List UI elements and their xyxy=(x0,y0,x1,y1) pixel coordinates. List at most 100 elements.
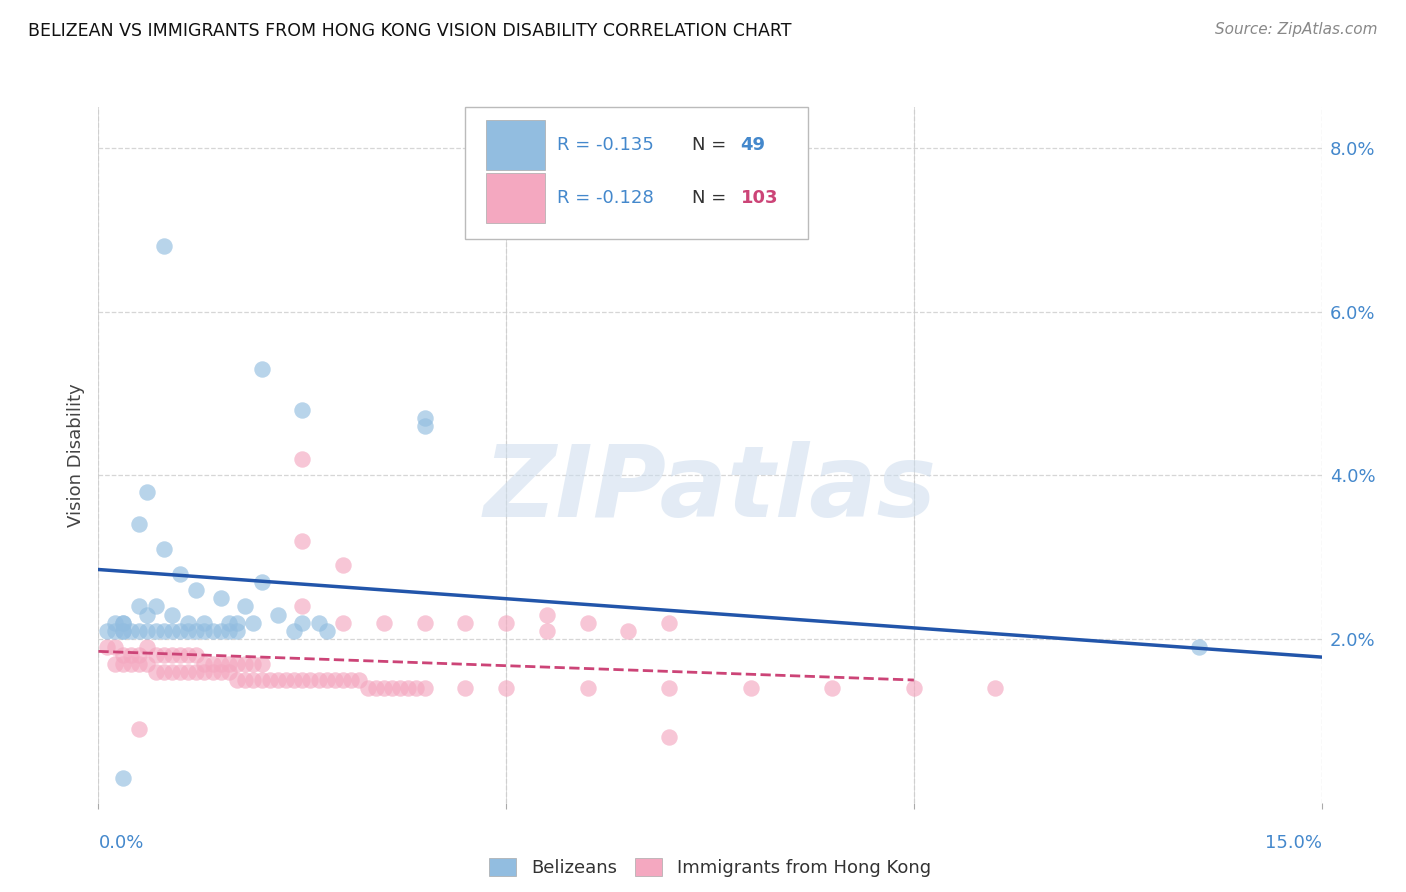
Point xyxy=(128,599,150,614)
Point xyxy=(177,624,200,638)
Point xyxy=(454,681,477,696)
Point xyxy=(128,648,150,663)
Point xyxy=(233,599,256,614)
Point xyxy=(903,681,925,696)
Point xyxy=(308,615,330,630)
Point xyxy=(177,615,200,630)
Point xyxy=(356,681,378,696)
Point xyxy=(413,411,436,425)
Point xyxy=(201,657,224,671)
Point xyxy=(315,624,337,638)
Point xyxy=(209,624,232,638)
Point xyxy=(242,673,264,687)
Point xyxy=(1188,640,1211,655)
Point xyxy=(226,657,249,671)
Text: R = -0.135: R = -0.135 xyxy=(557,136,654,153)
Point xyxy=(226,615,249,630)
Point xyxy=(111,648,134,663)
Point xyxy=(218,665,240,679)
Point xyxy=(201,624,224,638)
Point xyxy=(186,624,208,638)
Point xyxy=(193,657,215,671)
Text: 15.0%: 15.0% xyxy=(1264,834,1322,852)
Point xyxy=(658,731,681,745)
Point xyxy=(226,673,249,687)
Point xyxy=(242,615,264,630)
Point xyxy=(160,648,183,663)
Point xyxy=(193,615,215,630)
Point xyxy=(373,681,395,696)
Point xyxy=(617,624,640,638)
Point xyxy=(177,648,200,663)
Point xyxy=(186,648,208,663)
FancyBboxPatch shape xyxy=(486,120,546,169)
Point xyxy=(984,681,1007,696)
Point xyxy=(152,624,174,638)
Point xyxy=(96,640,118,655)
Point xyxy=(396,681,419,696)
Text: 0.0%: 0.0% xyxy=(98,834,143,852)
Point xyxy=(104,640,127,655)
Point xyxy=(160,607,183,622)
Point xyxy=(340,673,363,687)
FancyBboxPatch shape xyxy=(486,173,546,223)
Text: ZIPatlas: ZIPatlas xyxy=(484,442,936,538)
Point xyxy=(283,673,305,687)
Point xyxy=(315,673,337,687)
Point xyxy=(145,624,167,638)
Point xyxy=(104,624,127,638)
Point xyxy=(128,722,150,736)
Point xyxy=(405,681,427,696)
Point xyxy=(169,665,191,679)
Text: 49: 49 xyxy=(741,136,766,153)
Point xyxy=(111,624,134,638)
Point xyxy=(186,582,208,597)
Point xyxy=(145,648,167,663)
Point xyxy=(111,771,134,785)
Point xyxy=(242,657,264,671)
Point xyxy=(291,403,314,417)
Point xyxy=(821,681,844,696)
Point xyxy=(495,615,517,630)
Point xyxy=(373,615,395,630)
Point xyxy=(145,665,167,679)
Point xyxy=(111,615,134,630)
Point xyxy=(111,657,134,671)
Y-axis label: Vision Disability: Vision Disability xyxy=(66,383,84,527)
Point xyxy=(536,607,558,622)
Point xyxy=(169,648,191,663)
Point xyxy=(136,607,159,622)
Point xyxy=(267,673,290,687)
Text: N =: N = xyxy=(692,189,731,207)
Point xyxy=(226,624,249,638)
Point xyxy=(250,362,273,376)
Point xyxy=(209,665,232,679)
Point xyxy=(136,624,159,638)
Point xyxy=(536,624,558,638)
Point xyxy=(169,624,191,638)
Point xyxy=(193,665,215,679)
Point xyxy=(136,640,159,655)
Point xyxy=(120,657,142,671)
Legend: Belizeans, Immigrants from Hong Kong: Belizeans, Immigrants from Hong Kong xyxy=(482,850,938,884)
Point xyxy=(658,681,681,696)
Point xyxy=(274,673,297,687)
Point xyxy=(111,624,134,638)
Point xyxy=(152,648,174,663)
Text: N =: N = xyxy=(692,136,731,153)
Point xyxy=(145,599,167,614)
Point xyxy=(291,533,314,548)
Point xyxy=(218,615,240,630)
Point xyxy=(413,681,436,696)
Point xyxy=(454,615,477,630)
Point xyxy=(332,673,354,687)
Point xyxy=(209,591,232,606)
Point xyxy=(291,673,314,687)
Point xyxy=(658,615,681,630)
Point xyxy=(291,615,314,630)
Point xyxy=(160,624,183,638)
Point xyxy=(291,599,314,614)
Point xyxy=(299,673,322,687)
Point xyxy=(201,665,224,679)
Point xyxy=(413,419,436,434)
